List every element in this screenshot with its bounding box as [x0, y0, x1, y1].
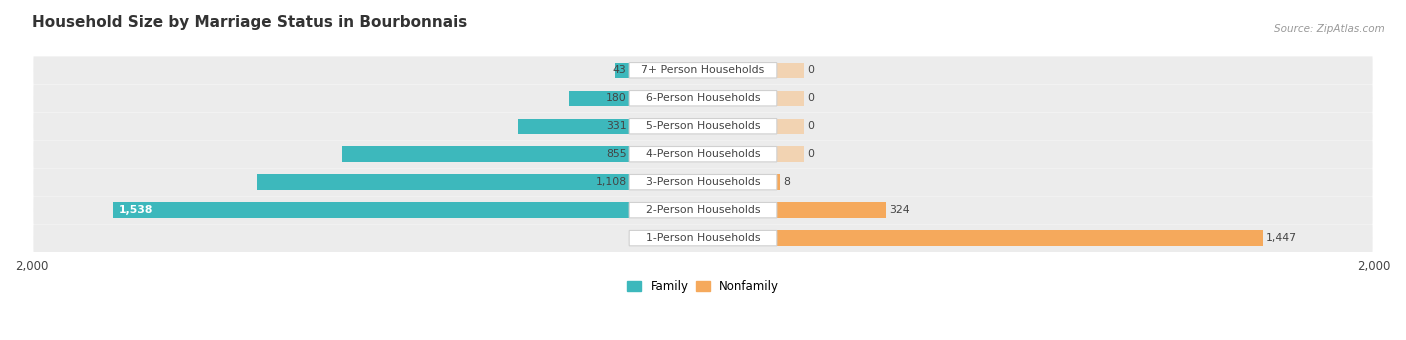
- Bar: [517, 119, 628, 134]
- Text: Source: ZipAtlas.com: Source: ZipAtlas.com: [1274, 24, 1385, 34]
- FancyBboxPatch shape: [628, 90, 778, 106]
- Text: 2-Person Households: 2-Person Households: [645, 205, 761, 215]
- Text: 1-Person Households: 1-Person Households: [645, 233, 761, 243]
- Text: 5-Person Households: 5-Person Households: [645, 121, 761, 131]
- Bar: [778, 90, 804, 106]
- Bar: [778, 231, 1263, 246]
- Text: 3-Person Households: 3-Person Households: [645, 177, 761, 187]
- FancyBboxPatch shape: [628, 119, 778, 134]
- FancyBboxPatch shape: [628, 231, 778, 246]
- FancyBboxPatch shape: [34, 56, 1372, 84]
- Bar: [614, 63, 628, 78]
- Bar: [342, 147, 628, 162]
- Bar: [778, 202, 886, 218]
- Text: 7+ Person Households: 7+ Person Households: [641, 65, 765, 75]
- Text: 1,447: 1,447: [1265, 233, 1296, 243]
- Text: 0: 0: [807, 121, 814, 131]
- FancyBboxPatch shape: [34, 224, 1372, 252]
- FancyBboxPatch shape: [628, 202, 778, 218]
- Text: 6-Person Households: 6-Person Households: [645, 93, 761, 103]
- FancyBboxPatch shape: [34, 140, 1372, 168]
- FancyBboxPatch shape: [34, 168, 1372, 196]
- Text: 1,108: 1,108: [595, 177, 627, 187]
- Text: 4-Person Households: 4-Person Households: [645, 149, 761, 159]
- FancyBboxPatch shape: [34, 84, 1372, 112]
- Legend: Family, Nonfamily: Family, Nonfamily: [621, 275, 785, 298]
- FancyBboxPatch shape: [628, 147, 778, 162]
- Bar: [569, 90, 628, 106]
- Text: Household Size by Marriage Status in Bourbonnais: Household Size by Marriage Status in Bou…: [32, 15, 467, 30]
- Text: 0: 0: [807, 93, 814, 103]
- Bar: [778, 174, 779, 190]
- Bar: [778, 119, 804, 134]
- Text: 855: 855: [606, 149, 627, 159]
- Text: 43: 43: [613, 65, 627, 75]
- Bar: [257, 174, 628, 190]
- FancyBboxPatch shape: [34, 112, 1372, 140]
- FancyBboxPatch shape: [628, 174, 778, 190]
- Text: 331: 331: [606, 121, 627, 131]
- Text: 1,538: 1,538: [120, 205, 153, 215]
- Text: 324: 324: [889, 205, 910, 215]
- Text: 0: 0: [807, 149, 814, 159]
- Bar: [778, 63, 804, 78]
- FancyBboxPatch shape: [628, 63, 778, 78]
- FancyBboxPatch shape: [34, 196, 1372, 224]
- Bar: [778, 147, 804, 162]
- Text: 8: 8: [783, 177, 790, 187]
- Text: 0: 0: [807, 65, 814, 75]
- Text: 180: 180: [606, 93, 627, 103]
- Bar: [112, 202, 628, 218]
